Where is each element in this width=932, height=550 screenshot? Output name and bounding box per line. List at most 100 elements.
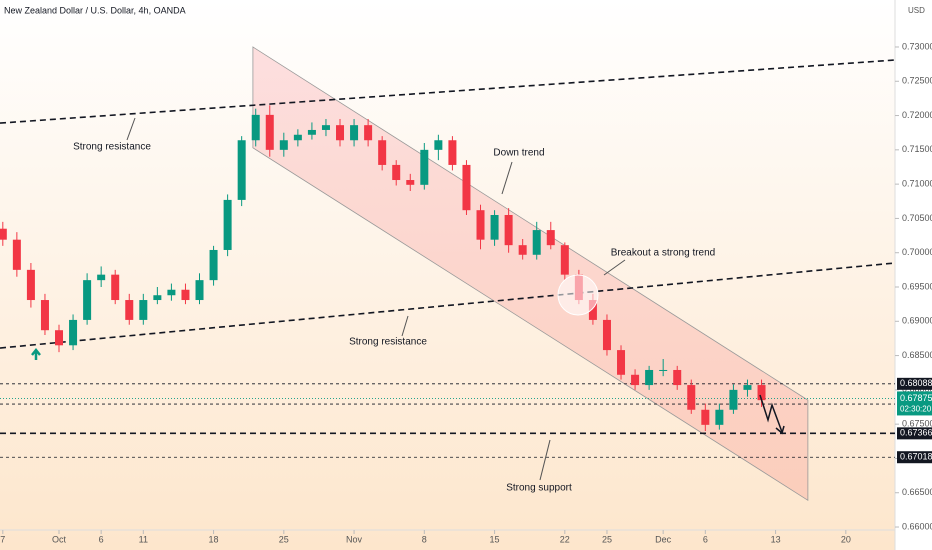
x-tick-label: Nov: [346, 534, 363, 544]
candle-body: [588, 300, 597, 320]
x-tick-label: 15: [490, 534, 500, 544]
annotation-pointer: [126, 117, 136, 141]
candle-body: [336, 125, 345, 141]
level-label: 0.67018: [900, 452, 932, 462]
x-tick-label: 20: [841, 534, 851, 544]
x-tick-label: 7: [0, 534, 5, 544]
candle-body: [448, 140, 457, 165]
countdown: 02:30:20: [900, 405, 932, 414]
y-tick-label: 0.70500: [902, 213, 932, 223]
price-badge: [897, 391, 932, 416]
x-tick-label: 6: [703, 534, 708, 544]
candle-body: [139, 300, 148, 320]
layer: Strong resistance Strong resistance Down t…: [0, 46, 896, 502]
x-tick-label: Oct: [52, 534, 67, 544]
y-tick-label: 0.72000: [902, 110, 932, 120]
x-tick-label: 13: [771, 534, 781, 544]
x-tick-label: 11: [139, 534, 148, 544]
annotation: Down trend: [493, 148, 544, 159]
up-arrow: [31, 347, 41, 360]
candle-body: [167, 289, 176, 296]
candle-body: [645, 369, 654, 386]
x-tick-label: 6: [99, 534, 104, 544]
candle-body: [392, 164, 401, 181]
candle-body: [181, 289, 190, 301]
y-tick-label: 0.69500: [902, 281, 932, 291]
y-tick-label: 0.66000: [902, 521, 932, 531]
candle-body: [55, 330, 64, 346]
annotation-pointer: [501, 161, 513, 195]
level-badge: [897, 377, 932, 390]
candle-body: [476, 210, 485, 240]
candle-body: [434, 140, 443, 150]
y-tick-label: 0.66500: [902, 487, 932, 497]
candle-body: [729, 389, 738, 410]
x-tick-label: 25: [279, 534, 289, 544]
plot-background: [0, 0, 895, 550]
candle-body: [546, 230, 555, 246]
candle-body: [743, 385, 752, 390]
candle-body: [12, 239, 21, 270]
candle-body: [532, 230, 541, 255]
candle-body: [617, 350, 626, 375]
candle-body: [757, 385, 766, 401]
candle-body: [125, 300, 134, 320]
candle-body: [350, 125, 359, 141]
y-tick-label: 0.68500: [902, 350, 932, 360]
candle-body: [83, 280, 92, 320]
candle-body: [40, 300, 49, 331]
candle-body: [560, 245, 569, 275]
candle-body: [659, 369, 668, 371]
candle-body: [293, 134, 302, 141]
candle-body: [111, 274, 120, 301]
candle-body: [701, 409, 710, 425]
candle-body: [195, 280, 204, 301]
y-tick-label: 0.70000: [902, 247, 932, 257]
candle-body: [251, 114, 260, 141]
candle-body: [97, 274, 106, 281]
candle-body: [378, 140, 387, 165]
annotation-pointer: [603, 259, 626, 276]
candle-body: [209, 249, 218, 281]
y-tick-label: 0.71000: [902, 179, 932, 189]
x-tick-label: 22: [560, 534, 570, 544]
highlight-circle: [557, 274, 599, 316]
axis: 0.660000.665000.670000.675000.680000.685…: [0, 41, 932, 544]
candle-body: [631, 374, 640, 386]
candle-body: [265, 114, 274, 150]
level-badge: [897, 451, 932, 464]
level-badge: [897, 427, 932, 440]
x-tick-label: 8: [422, 534, 427, 544]
candle-body: [223, 199, 232, 250]
currency: USD: [908, 6, 925, 15]
y-tick-label: 0.72500: [902, 76, 932, 86]
x-tick-label: Dec: [655, 534, 672, 544]
y-tick-label: 0.71500: [902, 144, 932, 154]
price-label: 0.67875: [900, 393, 932, 403]
chart-title: New Zealand Dollar / U.S. Dollar, 4h, OA…: [4, 5, 186, 15]
annotation: Breakout a strong trend: [611, 248, 716, 259]
annotation: Strong resistance: [73, 142, 151, 153]
y-tick-label: 0.73000: [902, 41, 932, 51]
candle-body: [504, 214, 513, 246]
candle-body: [153, 295, 162, 301]
candle-body: [237, 140, 246, 200]
level-label: 0.68088: [900, 378, 932, 388]
candle-body: [490, 214, 499, 240]
candle-body: [673, 369, 682, 386]
candle-body: [420, 149, 429, 185]
candle-body: [602, 319, 611, 351]
annotation-pointer: [401, 315, 409, 337]
candle-body: [321, 125, 330, 130]
candle-body: [307, 129, 316, 135]
annotation: Strong resistance: [349, 337, 427, 348]
annotation-pointer: [539, 439, 551, 481]
annotation: Strong support: [506, 483, 572, 494]
candle-body: [279, 140, 288, 150]
y-tick-label: 0.67500: [902, 419, 932, 429]
candle-body: [518, 245, 527, 255]
candle-body: [364, 125, 373, 141]
level-label: 0.67366: [900, 428, 932, 438]
candle-body: [462, 164, 471, 211]
